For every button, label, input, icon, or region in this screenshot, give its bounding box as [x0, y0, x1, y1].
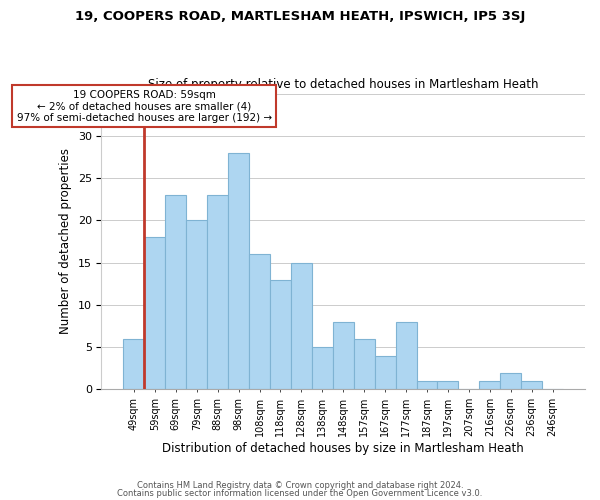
Bar [166, 195, 186, 390]
Bar [228, 152, 249, 390]
Bar [249, 254, 270, 390]
Bar [145, 238, 166, 390]
Bar [395, 322, 416, 390]
Text: Contains HM Land Registry data © Crown copyright and database right 2024.: Contains HM Land Registry data © Crown c… [137, 481, 463, 490]
X-axis label: Distribution of detached houses by size in Martlesham Heath: Distribution of detached houses by size … [163, 442, 524, 455]
Bar [291, 262, 312, 390]
Text: Contains public sector information licensed under the Open Government Licence v3: Contains public sector information licen… [118, 488, 482, 498]
Bar [354, 338, 374, 390]
Bar [500, 372, 521, 390]
Bar [124, 338, 145, 390]
Bar [186, 220, 207, 390]
Bar [312, 347, 333, 390]
Bar [521, 381, 542, 390]
Bar [207, 195, 228, 390]
Title: Size of property relative to detached houses in Martlesham Heath: Size of property relative to detached ho… [148, 78, 538, 91]
Bar [479, 381, 500, 390]
Bar [437, 381, 458, 390]
Bar [374, 356, 395, 390]
Bar [333, 322, 354, 390]
Text: 19, COOPERS ROAD, MARTLESHAM HEATH, IPSWICH, IP5 3SJ: 19, COOPERS ROAD, MARTLESHAM HEATH, IPSW… [75, 10, 525, 23]
Bar [416, 381, 437, 390]
Text: 19 COOPERS ROAD: 59sqm
← 2% of detached houses are smaller (4)
97% of semi-detac: 19 COOPERS ROAD: 59sqm ← 2% of detached … [17, 90, 272, 123]
Bar [270, 280, 291, 390]
Y-axis label: Number of detached properties: Number of detached properties [59, 148, 72, 334]
